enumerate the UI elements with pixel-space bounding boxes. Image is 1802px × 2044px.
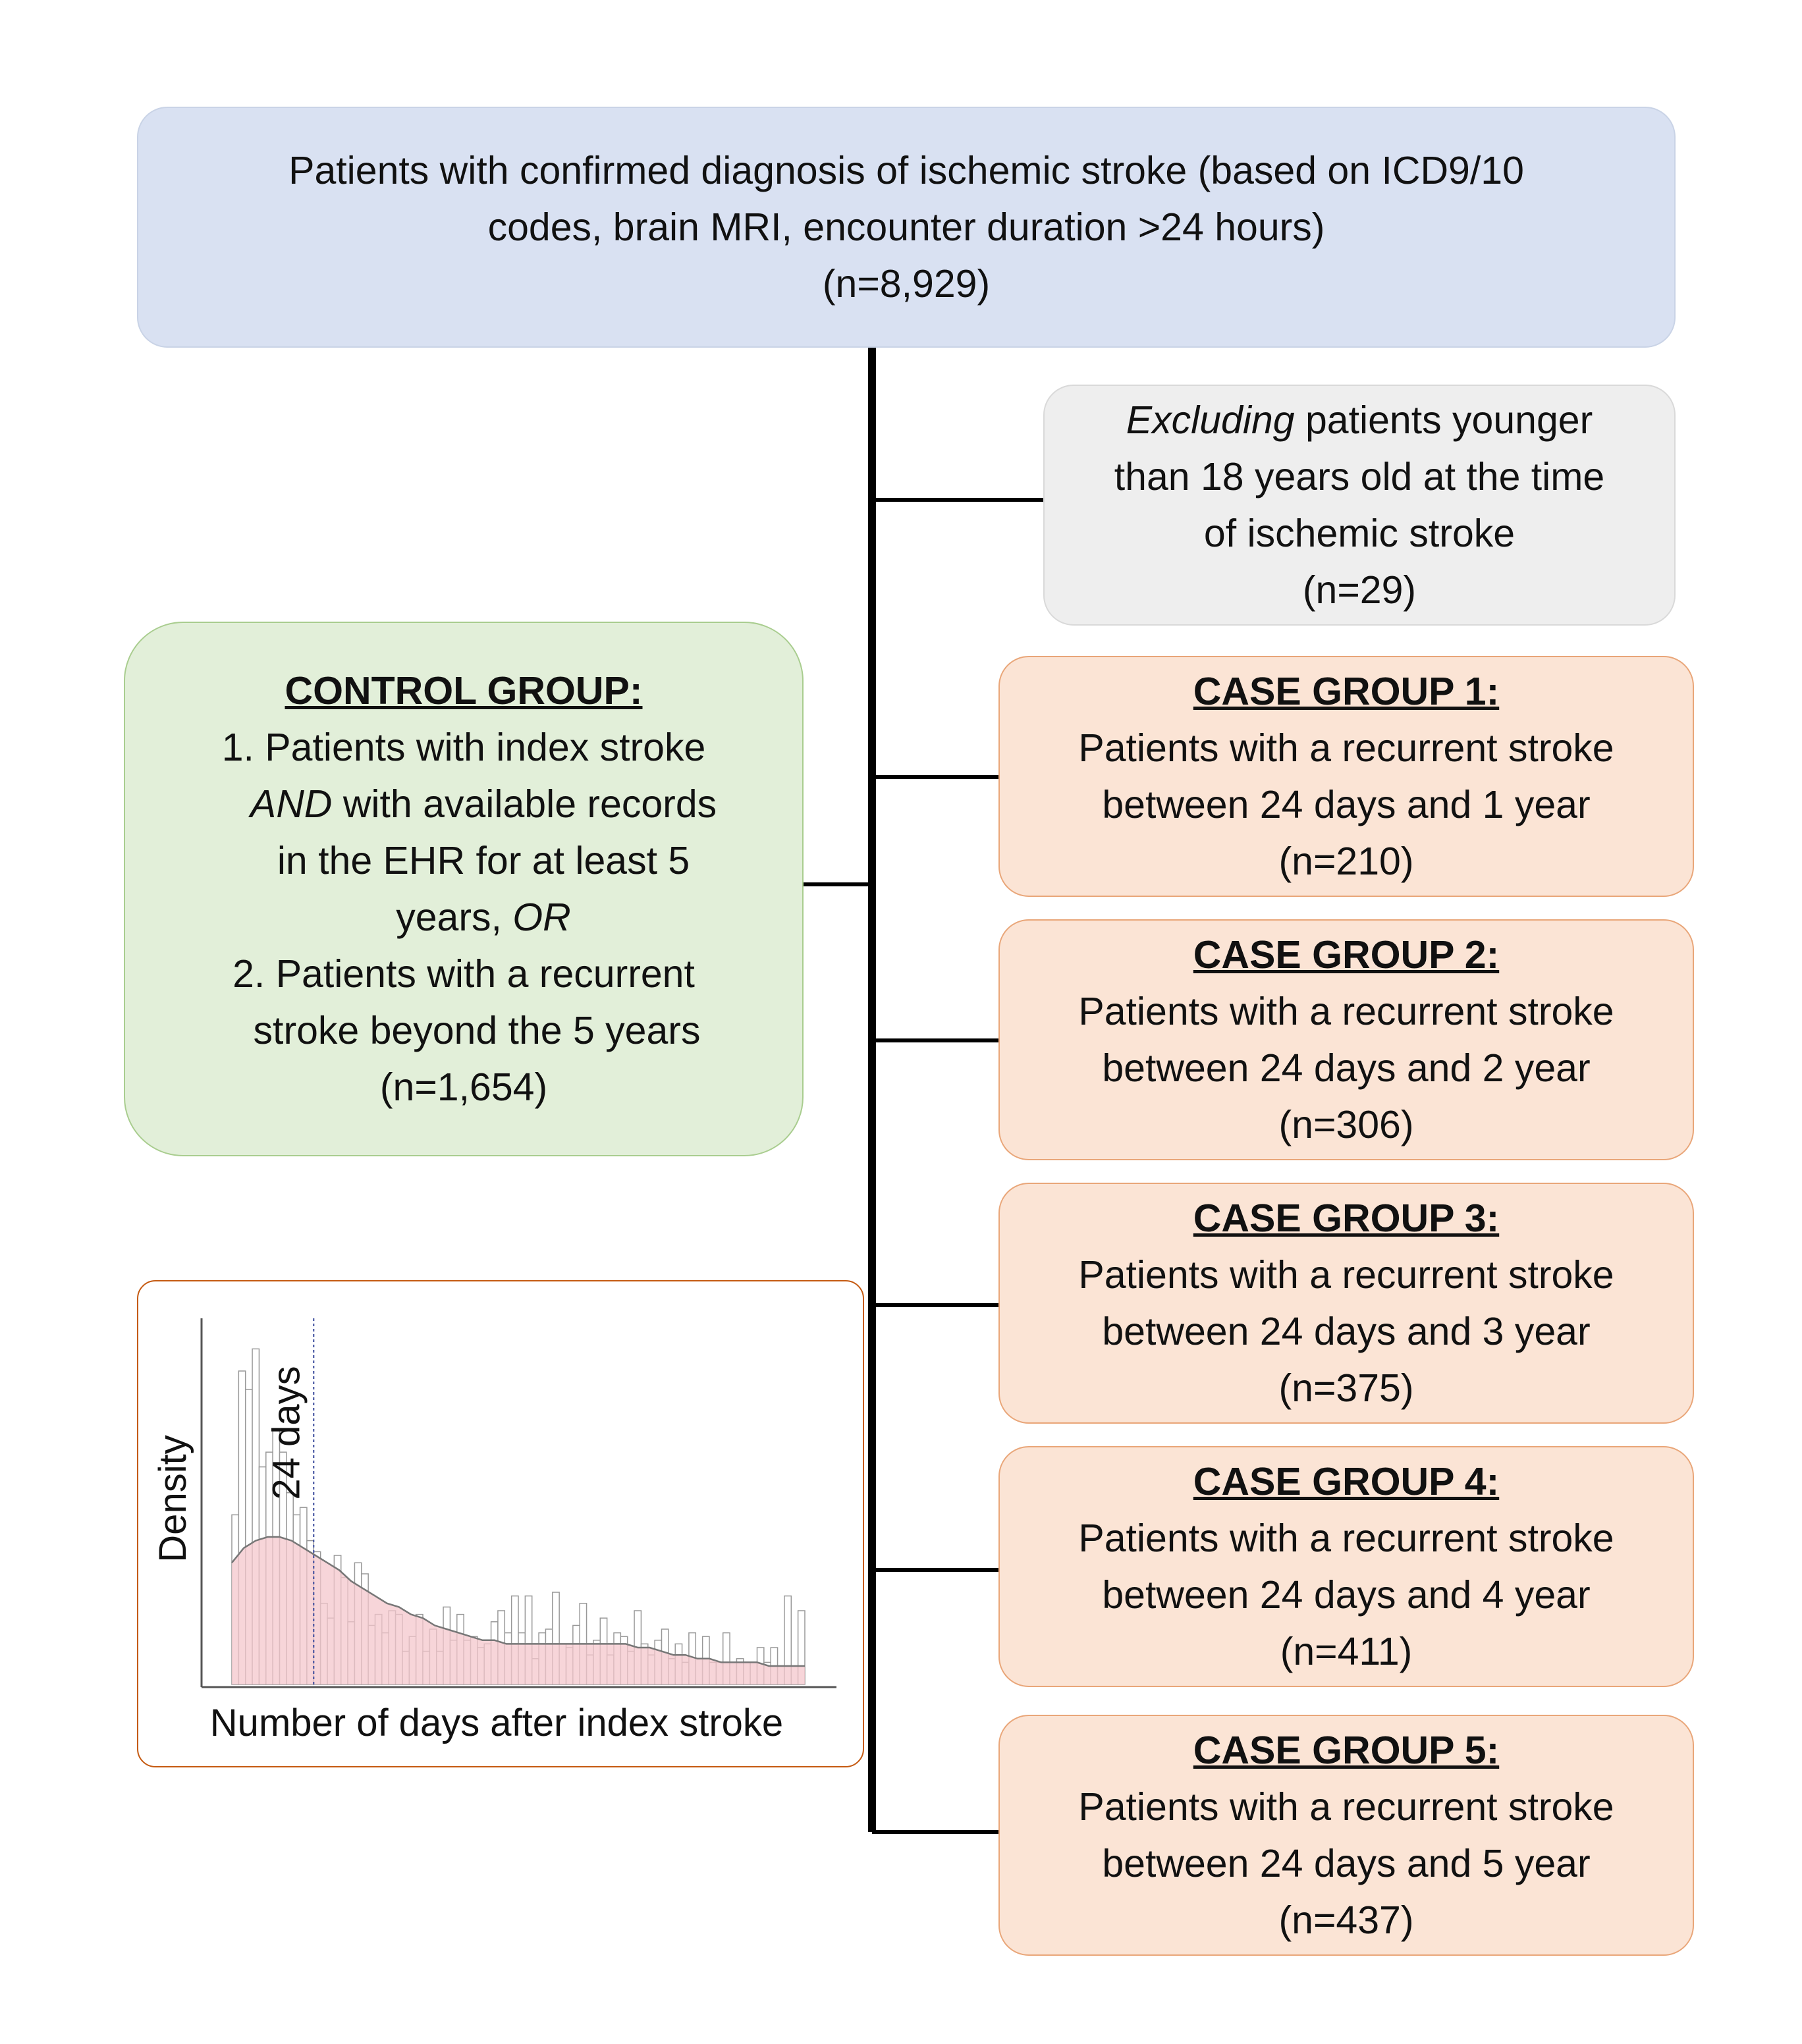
case-group-4-line-2: between 24 days and 4 year — [1102, 1573, 1591, 1617]
case-group-1-heading: CASE GROUP 1: — [1193, 670, 1500, 713]
case-group-3-heading: CASE GROUP 3: — [1193, 1197, 1500, 1240]
main-spine-line — [868, 348, 876, 1832]
case-group-4-count: (n=411) — [1280, 1630, 1413, 1673]
case-group-4-heading: CASE GROUP 4: — [1193, 1460, 1500, 1503]
density-curve-line — [231, 1536, 805, 1667]
exclusion-line-1: Excluding patients younger — [1126, 392, 1593, 448]
control-item-2-line-1: 2. Patients with a recurrent — [232, 952, 695, 996]
case-group-2-line-2: between 24 days and 2 year — [1102, 1046, 1591, 1090]
case-group-3-count: (n=375) — [1278, 1366, 1414, 1410]
exclusion-line-3: of ischemic stroke — [1203, 512, 1515, 555]
case-group-1-count: (n=210) — [1278, 840, 1414, 883]
exclusion-connector — [872, 498, 1043, 502]
control-item-1-line-2-rest: with available records — [332, 782, 717, 826]
case-group-2-heading: CASE GROUP 2: — [1193, 933, 1500, 977]
density-curve-area — [232, 1537, 805, 1684]
eligible-patients-count: (n=8,929) — [822, 262, 991, 306]
control-group-heading: CONTROL GROUP: — [285, 669, 643, 713]
control-and-emphasis: AND — [250, 782, 333, 826]
histogram-chart: 24 days Density Number of days after ind… — [151, 1318, 836, 1744]
eligible-patients-box: Patients with confirmed diagnosis of isc… — [137, 107, 1676, 348]
exclusion-line-1-rest: patients younger — [1294, 398, 1593, 442]
case-group-5-connector — [872, 1830, 998, 1834]
control-group-box: CONTROL GROUP: 1. Patients with index st… — [124, 622, 804, 1156]
case-group-3-line-2: between 24 days and 3 year — [1102, 1310, 1591, 1353]
24-days-annotation: 24 days — [265, 1366, 308, 1499]
control-item-2-line-2: stroke beyond the 5 years — [253, 1009, 701, 1052]
case-group-5-count: (n=437) — [1278, 1898, 1414, 1942]
case-group-4-box: CASE GROUP 4: Patients with a recurrent … — [998, 1446, 1694, 1687]
exclusion-box: Excluding patients younger than 18 years… — [1043, 385, 1676, 626]
case-group-3-box: CASE GROUP 3: Patients with a recurrent … — [998, 1183, 1694, 1424]
case-group-2-box: CASE GROUP 2: Patients with a recurrent … — [998, 919, 1694, 1160]
x-axis-label: Number of days after index stroke — [210, 1702, 783, 1744]
case-group-5-heading: CASE GROUP 5: — [1193, 1729, 1500, 1772]
case-group-1-box: CASE GROUP 1: Patients with a recurrent … — [998, 656, 1694, 897]
histogram-inset: 24 days Density Number of days after ind… — [137, 1280, 864, 1767]
case-group-4-line-1: Patients with a recurrent stroke — [1078, 1517, 1614, 1560]
case-group-3-line-1: Patients with a recurrent stroke — [1078, 1253, 1614, 1297]
case-group-2-count: (n=306) — [1278, 1103, 1414, 1146]
exclusion-emphasis: Excluding — [1126, 398, 1295, 442]
eligible-patients-line-1: Patients with confirmed diagnosis of isc… — [288, 149, 1524, 192]
case-group-5-line-2: between 24 days and 5 year — [1102, 1842, 1591, 1885]
exclusion-line-2: than 18 years old at the time — [1114, 455, 1605, 498]
control-item-1-line-4: years, OR — [356, 889, 571, 946]
case-group-5-line-1: Patients with a recurrent stroke — [1078, 1785, 1614, 1829]
control-item-1-line-2: AND with available records — [211, 776, 717, 832]
control-item-1-line-1: 1. Patients with index stroke — [221, 726, 706, 769]
case-group-4-connector — [872, 1568, 998, 1572]
case-group-1-line-1: Patients with a recurrent stroke — [1078, 726, 1614, 770]
control-group-connector — [804, 882, 872, 886]
eligible-patients-line-2: codes, brain MRI, encounter duration >24… — [487, 205, 1325, 249]
control-item-1-line-3: in the EHR for at least 5 — [277, 839, 690, 882]
control-or-emphasis: OR — [512, 896, 571, 939]
case-group-3-connector — [872, 1303, 998, 1307]
case-group-5-box: CASE GROUP 5: Patients with a recurrent … — [998, 1715, 1694, 1956]
case-group-1-line-2: between 24 days and 1 year — [1102, 783, 1591, 826]
exclusion-count: (n=29) — [1302, 568, 1417, 612]
control-item-1-line-4-start: years, — [396, 896, 513, 939]
case-group-2-line-1: Patients with a recurrent stroke — [1078, 990, 1614, 1033]
case-group-2-connector — [872, 1038, 998, 1042]
control-group-count: (n=1,654) — [379, 1065, 548, 1109]
y-axis-label: Density — [151, 1435, 194, 1562]
case-group-1-connector — [872, 775, 998, 779]
